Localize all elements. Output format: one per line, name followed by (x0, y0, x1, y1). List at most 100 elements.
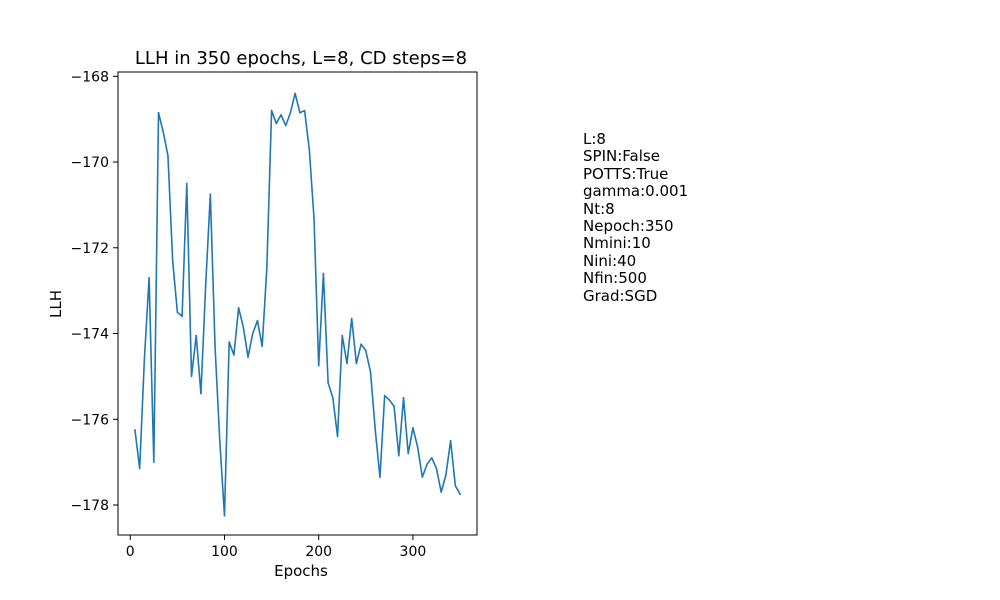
data-point (459, 493, 461, 496)
data-point (397, 454, 400, 457)
data-point (336, 435, 339, 438)
data-point (214, 345, 216, 348)
chart-title: LLH in 350 epochs, L=8, CD steps=8 (135, 48, 467, 69)
y-tick-label: −172 (71, 241, 109, 257)
data-point (449, 439, 452, 442)
data-point (280, 114, 282, 116)
data-point (270, 109, 273, 112)
data-point (138, 467, 141, 470)
data-point (332, 397, 334, 399)
data-point (430, 457, 433, 459)
data-point (171, 259, 174, 262)
y-tick-label: −168 (71, 69, 109, 85)
param-nt: Nt:8 (583, 199, 615, 218)
y-tick-label: −176 (71, 412, 110, 428)
data-point (228, 341, 230, 343)
data-point (242, 326, 245, 328)
data-point (247, 356, 249, 358)
data-point (261, 345, 263, 348)
data-point (162, 131, 165, 133)
params-box: L:8 SPIN:False POTTS:True gamma:0.001 Nt… (583, 130, 689, 305)
llh-series-line (134, 92, 461, 517)
y-axis-ticks: −178 −176 −174 −172 −170 −168 (71, 69, 118, 514)
data-point (143, 358, 146, 361)
data-point (266, 266, 268, 268)
data-point (435, 467, 438, 470)
data-point (275, 122, 278, 125)
data-point (440, 491, 442, 493)
data-point (223, 514, 226, 517)
data-point (299, 111, 301, 114)
data-point (303, 109, 306, 112)
data-point (251, 332, 254, 335)
param-nini: Nini:40 (583, 251, 637, 270)
data-point (388, 399, 391, 401)
data-point (426, 463, 428, 466)
param-grad: Grad:SGD (583, 286, 658, 305)
data-point (355, 362, 358, 365)
data-point (153, 461, 155, 463)
data-point (289, 111, 292, 114)
data-point (233, 354, 235, 356)
data-point (402, 397, 405, 399)
x-tick-label: 0 (126, 544, 135, 560)
data-point (237, 306, 240, 309)
data-point (393, 405, 395, 408)
param-nfin: Nfin:500 (583, 269, 647, 288)
data-point (157, 111, 160, 114)
data-point (412, 427, 414, 429)
data-point (176, 311, 179, 313)
data-point (322, 272, 325, 275)
data-point (350, 317, 353, 320)
data-point (294, 92, 296, 95)
data-point (308, 148, 311, 150)
x-axis-ticks: 0 100 200 300 (126, 535, 427, 560)
data-point (200, 392, 202, 395)
data-point (148, 276, 150, 279)
llh-series-points (134, 92, 461, 517)
data-point (421, 476, 424, 478)
y-axis-label: LLH (47, 290, 65, 318)
data-point (190, 375, 193, 378)
data-point (346, 362, 348, 365)
data-point (445, 474, 447, 476)
data-point (369, 371, 372, 373)
data-point (134, 429, 136, 431)
data-point (365, 349, 367, 352)
data-point (209, 193, 212, 195)
data-point (454, 484, 457, 487)
data-point (407, 452, 410, 455)
data-point (195, 334, 198, 337)
data-point (256, 319, 259, 322)
data-point (167, 154, 169, 157)
x-tick-label: 300 (400, 544, 427, 560)
data-point (317, 364, 320, 367)
param-spin: SPIN:False (583, 147, 660, 166)
data-point (379, 476, 381, 478)
param-nepoch: Nepoch:350 (583, 217, 674, 236)
data-point (360, 343, 362, 346)
param-gamma: gamma:0.001 (583, 182, 689, 201)
param-nmini: Nmini:10 (583, 234, 651, 253)
x-tick-label: 200 (305, 544, 332, 560)
x-axis-label: Epochs (274, 562, 328, 580)
data-point (374, 429, 377, 431)
x-tick-label: 100 (211, 544, 238, 560)
y-tick-label: −170 (71, 155, 109, 171)
y-tick-label: −174 (71, 327, 110, 343)
data-point (416, 446, 419, 448)
data-point (341, 334, 344, 337)
data-point (383, 394, 386, 397)
data-point (204, 285, 207, 288)
y-tick-label: −178 (71, 498, 109, 514)
data-point (327, 382, 329, 384)
data-point (181, 315, 183, 318)
data-point (218, 439, 221, 442)
param-l: L:8 (583, 130, 606, 148)
data-point (284, 124, 287, 127)
data-point (185, 182, 188, 185)
plot-area (117, 71, 478, 536)
data-point (313, 216, 315, 219)
param-potts: POTTS:True (583, 164, 669, 183)
